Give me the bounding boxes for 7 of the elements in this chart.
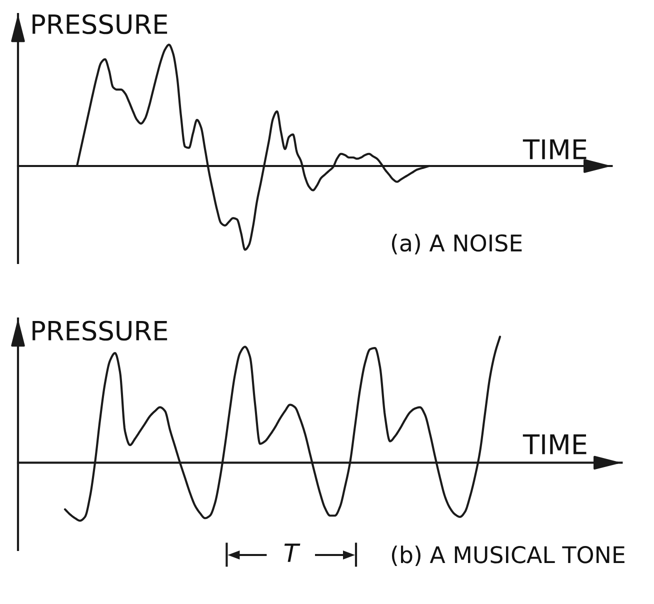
y-axis-title: PRESSURE xyxy=(32,14,168,34)
text: (b) A MUSICAL TONE xyxy=(392,546,624,566)
text: (a) A NOISE xyxy=(392,234,522,254)
x-axis-title: TIME xyxy=(522,434,586,454)
x-axis-title: TIME xyxy=(522,139,586,160)
text: T xyxy=(284,544,300,562)
y-axis-title: PRESSURE xyxy=(32,320,168,341)
